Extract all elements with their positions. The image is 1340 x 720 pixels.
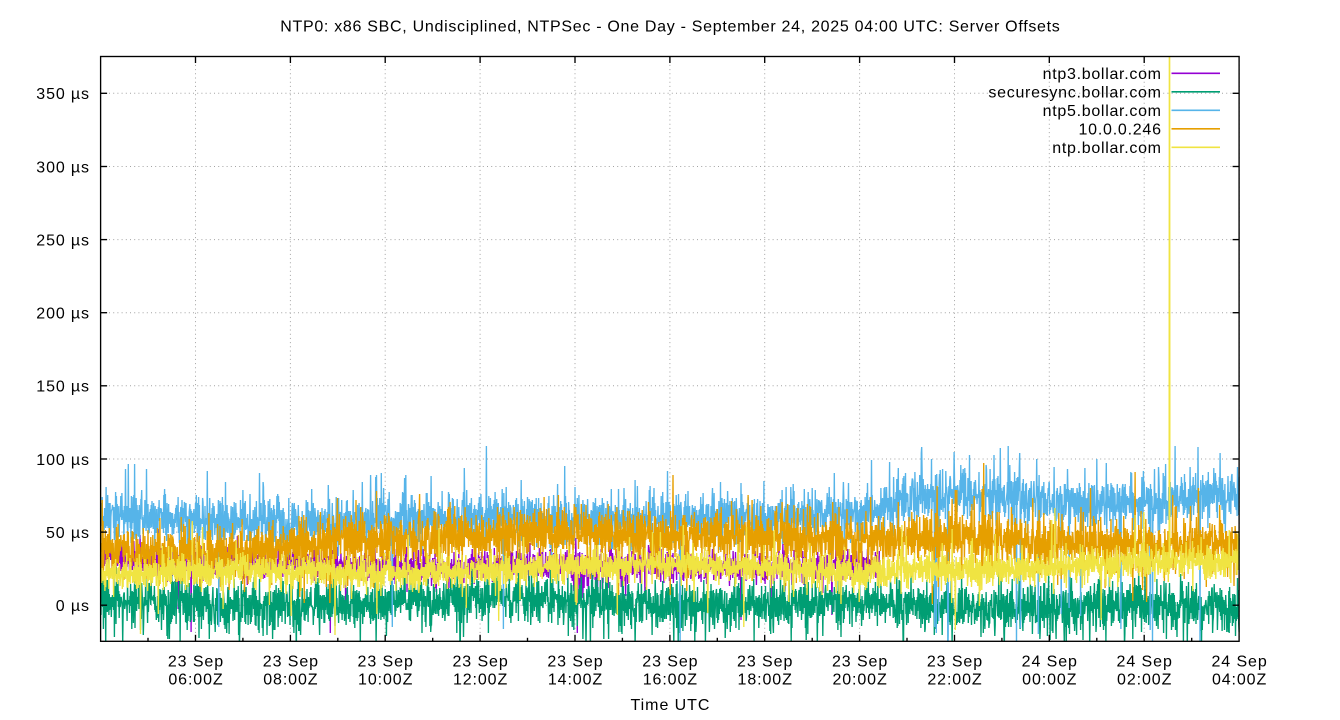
svg-text:23 Sep: 23 Sep — [263, 654, 318, 671]
svg-text:10:00Z: 10:00Z — [358, 672, 413, 689]
svg-text:NTP0: x86 SBC, Undisciplined,: NTP0: x86 SBC, Undisciplined, NTPSec - O… — [280, 19, 1060, 36]
svg-text:100 µs: 100 µs — [36, 452, 89, 469]
svg-text:02:00Z: 02:00Z — [1117, 672, 1172, 689]
svg-text:ntp.bollar.com: ntp.bollar.com — [1052, 140, 1161, 157]
svg-text:ntp5.bollar.com: ntp5.bollar.com — [1043, 103, 1161, 120]
svg-text:24 Sep: 24 Sep — [1022, 654, 1077, 671]
svg-text:00:00Z: 00:00Z — [1022, 672, 1077, 689]
svg-text:23 Sep: 23 Sep — [452, 654, 507, 671]
svg-text:24 Sep: 24 Sep — [1117, 654, 1172, 671]
svg-text:250 µs: 250 µs — [36, 232, 89, 249]
svg-text:24 Sep: 24 Sep — [1211, 654, 1266, 671]
svg-text:300 µs: 300 µs — [36, 159, 89, 176]
svg-text:23 Sep: 23 Sep — [737, 654, 792, 671]
svg-text:23 Sep: 23 Sep — [358, 654, 413, 671]
svg-text:10.0.0.246: 10.0.0.246 — [1079, 122, 1162, 139]
svg-text:150 µs: 150 µs — [36, 379, 89, 396]
svg-text:08:00Z: 08:00Z — [263, 672, 318, 689]
svg-text:200 µs: 200 µs — [36, 306, 89, 323]
svg-text:22:00Z: 22:00Z — [927, 672, 982, 689]
svg-text:20:00Z: 20:00Z — [832, 672, 887, 689]
svg-text:Time UTC: Time UTC — [631, 697, 710, 714]
svg-text:16:00Z: 16:00Z — [643, 672, 698, 689]
svg-text:14:00Z: 14:00Z — [548, 672, 603, 689]
svg-text:23 Sep: 23 Sep — [168, 654, 223, 671]
svg-text:350 µs: 350 µs — [36, 86, 89, 103]
svg-text:06:00Z: 06:00Z — [168, 672, 223, 689]
svg-text:18:00Z: 18:00Z — [738, 672, 793, 689]
svg-text:23 Sep: 23 Sep — [547, 654, 602, 671]
svg-text:0 µs: 0 µs — [56, 598, 89, 615]
svg-text:securesync.bollar.com: securesync.bollar.com — [988, 85, 1161, 102]
svg-text:23 Sep: 23 Sep — [927, 654, 982, 671]
svg-text:50 µs: 50 µs — [46, 525, 89, 542]
svg-text:23 Sep: 23 Sep — [642, 654, 697, 671]
svg-text:04:00Z: 04:00Z — [1212, 672, 1267, 689]
svg-text:12:00Z: 12:00Z — [453, 672, 508, 689]
svg-text:23 Sep: 23 Sep — [832, 654, 887, 671]
svg-text:ntp3.bollar.com: ntp3.bollar.com — [1043, 66, 1161, 83]
